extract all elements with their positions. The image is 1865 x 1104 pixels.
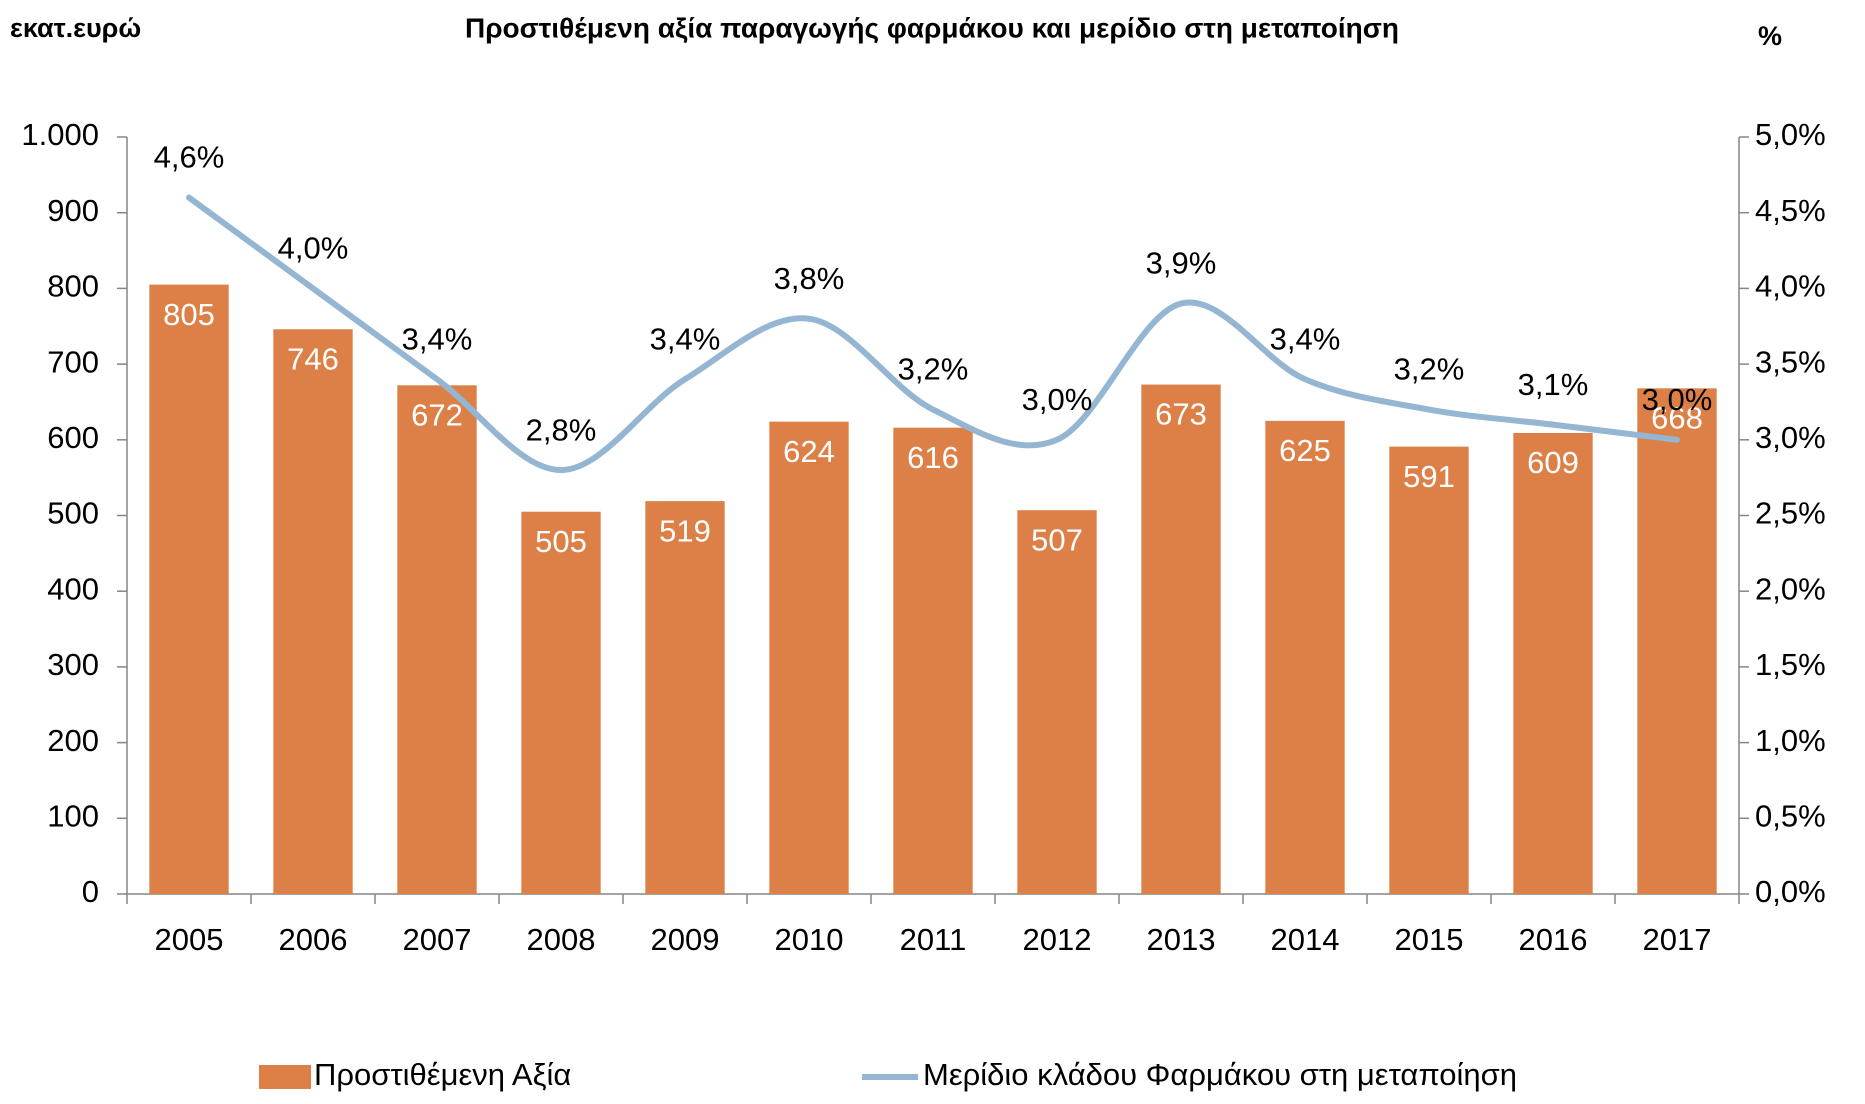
line-value-label: 3,2% [898,352,969,387]
bar [769,421,849,894]
bar [893,427,973,894]
y2-tick-label: 4,0% [1755,269,1826,304]
x-tick-label: 2011 [900,922,967,957]
chart-title: Προστιθέμενη αξία παραγωγής φαρμάκου και… [465,12,1399,43]
bar-value-label: 519 [659,513,711,548]
y-tick-label: 700 [47,344,99,379]
bar-value-label: 672 [411,397,463,432]
y-axis-label: εκατ.ευρώ [10,13,141,43]
legend-swatch [259,1065,311,1089]
line-value-label: 3,8% [774,261,845,296]
y-tick-label: 500 [47,496,99,531]
bar-value-label: 673 [1155,397,1207,432]
x-tick-label: 2010 [775,922,844,957]
legend-label: Προστιθέμενη Αξία [314,1057,571,1092]
y2-tick-label: 0,0% [1755,874,1826,909]
bar-value-label: 625 [1279,433,1331,468]
y-tick-label: 600 [47,420,99,455]
line-value-label: 4,0% [278,231,349,266]
y2-tick-label: 1,5% [1755,647,1826,682]
bar [1389,446,1469,894]
bar [645,501,725,894]
bar-value-label: 746 [287,341,339,376]
bar [149,284,229,894]
y-tick-label: 100 [47,798,99,833]
y-tick-label: 800 [47,269,99,304]
bar [1637,388,1717,894]
line-value-label: 3,4% [402,321,473,356]
y-tick-label: 0 [82,874,99,909]
bar-value-label: 591 [1403,459,1455,494]
x-tick-label: 2015 [1395,922,1464,957]
bar [521,511,601,894]
x-tick-label: 2013 [1147,922,1216,957]
y-tick-label: 400 [47,571,99,606]
y-tick-label: 1.000 [21,117,99,152]
bar [1017,510,1097,894]
y-tick-label: 300 [47,647,99,682]
y2-tick-label: 0,5% [1755,798,1826,833]
line-value-label: 3,1% [1518,367,1589,402]
y2-tick-label: 4,5% [1755,193,1826,228]
x-tick-label: 2012 [1023,922,1092,957]
x-tick-label: 2006 [279,922,348,957]
bar-value-label: 624 [783,434,835,469]
x-tick-label: 2007 [403,922,472,957]
line-value-label: 3,4% [1270,321,1341,356]
legend-label: Μερίδιο κλάδου Φαρμάκου στη μεταποίηση [923,1057,1517,1092]
bar-value-label: 609 [1527,445,1579,480]
y2-tick-label: 5,0% [1755,117,1826,152]
y2-tick-label: 3,5% [1755,344,1826,379]
bar [273,329,353,894]
bar [1513,432,1593,894]
y2-tick-label: 2,5% [1755,496,1826,531]
y2-tick-label: 1,0% [1755,723,1826,758]
bar-value-label: 668 [1651,401,1703,436]
line-value-label: 2,8% [526,412,597,447]
line-value-label: 3,0% [1022,382,1093,417]
bar [1141,384,1221,894]
line [186,194,1680,474]
line-value-label: 3,4% [650,321,721,356]
x-tick-label: 2014 [1271,922,1340,957]
bar-value-label: 507 [1031,522,1083,557]
bar-value-label: 616 [907,440,959,475]
bar-value-label: 505 [535,524,587,559]
y2-tick-label: 2,0% [1755,571,1826,606]
x-tick-label: 2005 [155,922,224,957]
line-value-label: 3,9% [1146,246,1217,281]
line-value-label: 3,2% [1394,352,1465,387]
bar-value-label: 805 [163,297,215,332]
y-tick-label: 200 [47,723,99,758]
y2-axis-label: % [1758,21,1782,51]
x-tick-label: 2009 [651,922,720,957]
line-value-label: 4,6% [154,140,225,175]
x-tick-label: 2008 [527,922,596,957]
x-tick-label: 2016 [1519,922,1588,957]
x-tick-label: 2017 [1643,922,1712,957]
bar [1265,420,1345,894]
y-tick-label: 900 [47,193,99,228]
line-value-label: 3,0% [1642,382,1713,417]
y2-tick-label: 3,0% [1755,420,1826,455]
bar [397,385,477,894]
